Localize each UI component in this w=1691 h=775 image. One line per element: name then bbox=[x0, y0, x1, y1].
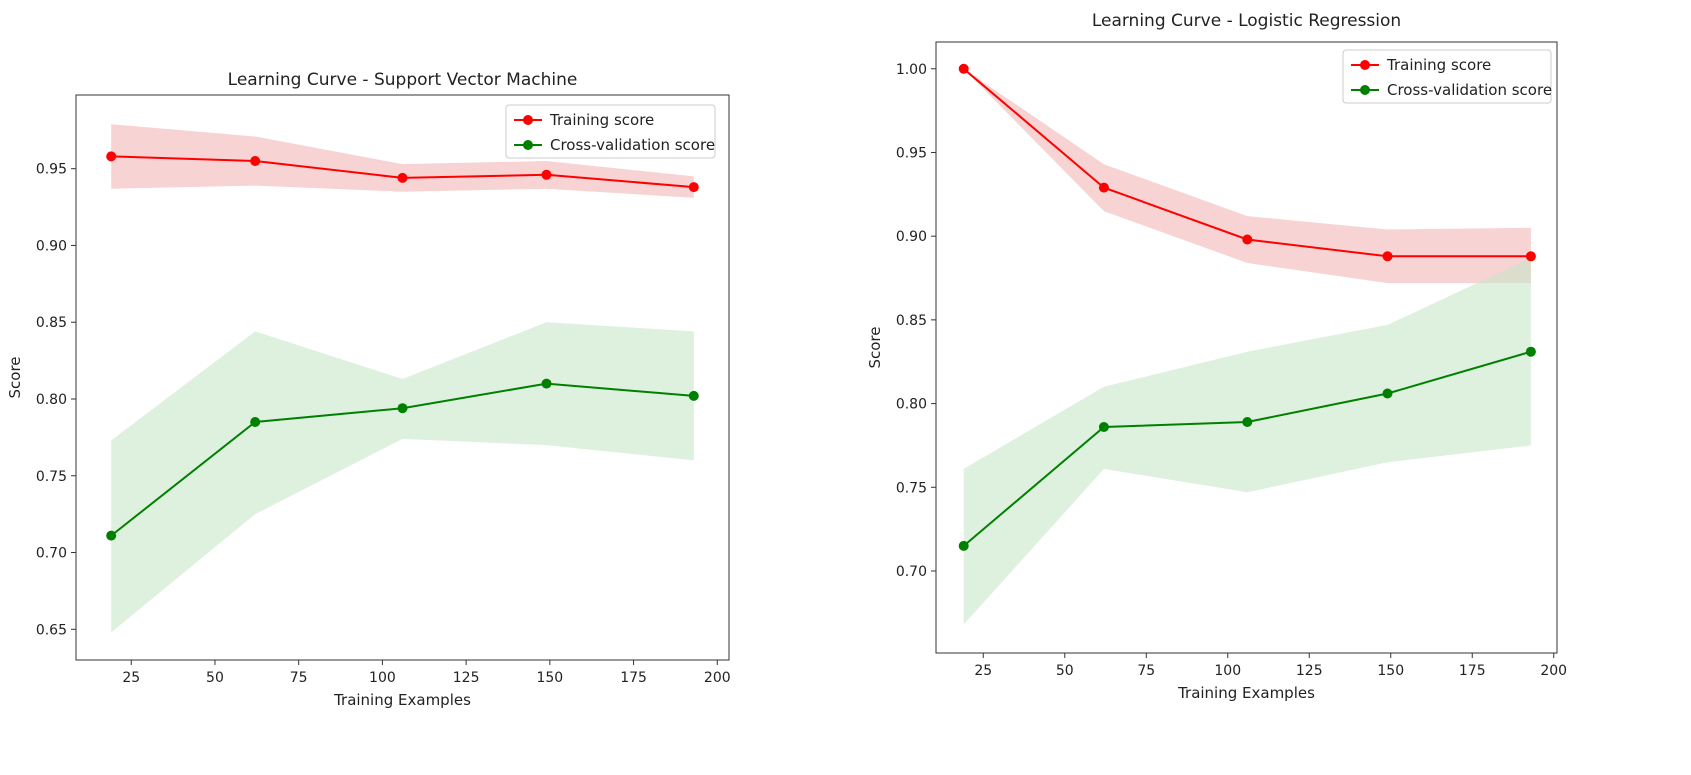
legend-marker-cv bbox=[1360, 85, 1370, 95]
x-tick-label: 100 bbox=[369, 670, 396, 686]
point-cv-4 bbox=[541, 378, 552, 389]
point-cv-1 bbox=[958, 540, 969, 551]
x-tick-label: 150 bbox=[536, 670, 563, 686]
legend: Training score Cross-validation score bbox=[505, 104, 716, 159]
point-training-2 bbox=[250, 156, 261, 166]
point-cv-5 bbox=[688, 390, 699, 401]
x-tick-label: 25 bbox=[974, 663, 992, 679]
point-cv-2 bbox=[1098, 422, 1109, 432]
legend-marker-cv bbox=[523, 140, 533, 150]
y-tick-label: 0.75 bbox=[36, 469, 67, 485]
chart-2: 25 50 75 100 125 150 175 200 0.70 0.75 0.80 0.85 0.9… bbox=[866, 11, 1567, 702]
point-training-5 bbox=[1525, 251, 1536, 262]
x-tick-label: 25 bbox=[122, 670, 140, 686]
point-training-2 bbox=[1098, 182, 1109, 193]
x-tick-label: 200 bbox=[704, 670, 731, 686]
point-cv-1 bbox=[106, 530, 117, 541]
legend-label-cv: Cross-validation score bbox=[1387, 81, 1552, 99]
x-tick-label: 200 bbox=[1540, 663, 1567, 679]
point-training-1 bbox=[958, 63, 969, 74]
point-training-3 bbox=[1242, 234, 1253, 245]
legend-frame bbox=[505, 104, 716, 159]
y-tick-label: 0.95 bbox=[896, 145, 927, 161]
chart-title: Learning Curve - Support Vector Machine bbox=[228, 70, 578, 90]
x-tick-label: 150 bbox=[1377, 663, 1404, 679]
point-cv-4 bbox=[1382, 388, 1393, 399]
x-tick-label: 100 bbox=[1214, 663, 1241, 679]
point-training-4 bbox=[1382, 251, 1393, 262]
point-training-3 bbox=[397, 172, 408, 183]
y-tick-label: 0.85 bbox=[896, 313, 927, 329]
y-tick-label: 0.80 bbox=[896, 397, 927, 413]
y-tick-label: 0.80 bbox=[36, 392, 67, 408]
x-axis-label: Training Examples bbox=[1177, 684, 1315, 702]
band-training bbox=[963, 68, 1531, 284]
x-tick-label: 75 bbox=[1137, 663, 1155, 679]
point-training-5 bbox=[688, 182, 699, 193]
x-tick-label: 175 bbox=[1459, 663, 1486, 679]
legend-label-cv: Cross-validation score bbox=[550, 136, 715, 154]
y-tick-label: 1.00 bbox=[896, 62, 927, 78]
x-tick-label: 75 bbox=[290, 670, 308, 686]
band-cv bbox=[963, 257, 1531, 625]
point-cv-3 bbox=[397, 403, 408, 414]
legend-marker-training bbox=[1360, 60, 1370, 70]
x-tick-label: 50 bbox=[206, 670, 224, 686]
legend: Training score Cross-validation score bbox=[1342, 49, 1552, 104]
point-cv-2 bbox=[250, 417, 261, 427]
band-cv bbox=[111, 322, 694, 633]
point-cv-5 bbox=[1525, 346, 1536, 357]
y-tick-label: 0.70 bbox=[896, 564, 927, 580]
y-tick-label: 0.95 bbox=[36, 162, 67, 178]
y-tick-label: 0.75 bbox=[896, 480, 927, 496]
y-tick-label: 0.90 bbox=[36, 238, 67, 254]
plot-frame bbox=[75, 94, 730, 661]
chart-1: 25 50 75 100 125 150 175 200 0.65 0.70 0.75 0.80 0.8… bbox=[6, 70, 731, 709]
point-training-4 bbox=[541, 169, 552, 180]
chart-title: Learning Curve - Logistic Regression bbox=[1092, 11, 1401, 31]
plot-frame bbox=[935, 41, 1558, 654]
y-tick-label: 0.70 bbox=[36, 546, 67, 562]
x-tick-label: 175 bbox=[620, 670, 647, 686]
x-axis-label: Training Examples bbox=[333, 691, 471, 709]
y-axis-label: Score bbox=[866, 326, 884, 368]
point-training-1 bbox=[106, 151, 117, 162]
legend-label-training: Training score bbox=[1386, 56, 1491, 74]
legend-label-training: Training score bbox=[549, 111, 654, 129]
y-tick-label: 0.90 bbox=[896, 229, 927, 245]
legend-marker-training bbox=[523, 115, 533, 125]
point-cv-3 bbox=[1242, 417, 1253, 427]
x-tick-label: 125 bbox=[1296, 663, 1323, 679]
x-tick-label: 125 bbox=[453, 670, 480, 686]
legend-frame bbox=[1342, 49, 1552, 104]
y-tick-label: 0.85 bbox=[36, 315, 67, 331]
y-tick-label: 0.65 bbox=[36, 622, 67, 638]
y-axis-label: Score bbox=[6, 356, 24, 398]
x-tick-label: 50 bbox=[1056, 663, 1074, 679]
